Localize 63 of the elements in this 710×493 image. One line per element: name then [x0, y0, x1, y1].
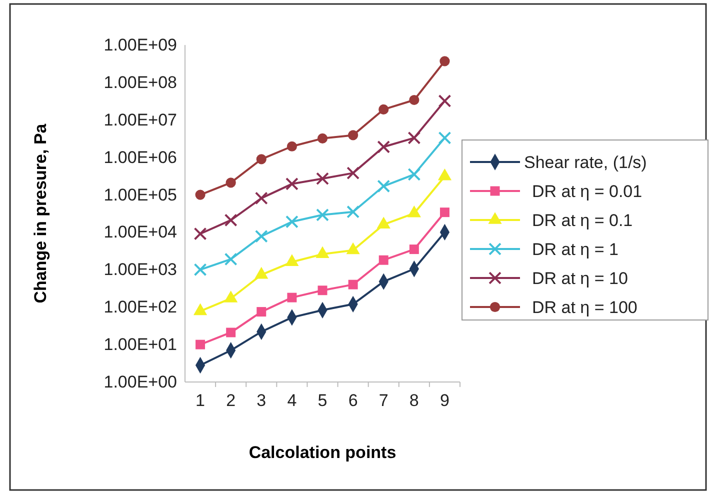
x-tick-label: 4 [287, 391, 297, 410]
point [254, 230, 268, 243]
point [346, 205, 360, 218]
point [316, 208, 329, 222]
legend-label: DR at η = 1 [532, 240, 618, 259]
point [348, 130, 358, 140]
y-tick-label: 1.00E+01 [104, 335, 177, 354]
point [254, 192, 268, 205]
point [194, 227, 207, 240]
point [287, 292, 297, 302]
legend-label: DR at η = 0.01 [532, 182, 642, 201]
point [346, 166, 360, 180]
point [438, 94, 452, 108]
point [256, 307, 266, 317]
x-tick-label: 1 [196, 391, 206, 410]
point [316, 172, 329, 186]
point [377, 140, 390, 154]
point [224, 214, 238, 227]
point [408, 168, 421, 181]
y-tick-label: 1.00E+06 [104, 148, 177, 167]
x-tick-label: 6 [348, 391, 358, 410]
point [285, 215, 298, 228]
y-tick-label: 1.00E+08 [104, 72, 177, 92]
point [286, 141, 297, 152]
point [377, 180, 390, 193]
y-tick-label: 1.00E+00 [104, 372, 177, 392]
legend-label: DR at η = 0.1 [532, 211, 633, 230]
legend-label: DR at η = 100 [532, 298, 638, 317]
point [226, 178, 236, 188]
x-tick-label: 7 [378, 391, 388, 410]
y-tick-label: 1.00E+05 [104, 185, 177, 204]
point [318, 286, 328, 296]
point [317, 133, 328, 144]
point [348, 280, 358, 290]
point [440, 208, 450, 218]
y-tick-label: 1.00E+07 [104, 110, 177, 130]
x-tick-label: 8 [409, 391, 419, 410]
point [378, 104, 389, 114]
x-tick-label: 9 [440, 391, 450, 410]
point [195, 190, 206, 200]
point [196, 340, 206, 350]
point [378, 255, 388, 265]
point [194, 263, 207, 276]
point [408, 131, 421, 144]
x-tick-label: 3 [256, 391, 266, 410]
point [409, 244, 419, 254]
x-axis-title: Calcolation points [248, 443, 396, 462]
y-tick-label: 1.00E+04 [104, 222, 177, 242]
point [226, 328, 236, 338]
y-tick-label: 1.00E+09 [104, 36, 177, 54]
point [256, 154, 266, 164]
point [440, 56, 450, 66]
y-axis-title: Change in presure, Pa [31, 123, 50, 304]
point [224, 252, 238, 266]
point [285, 177, 298, 190]
x-tick-label: 2 [226, 391, 236, 410]
y-tick-label: 1.00E+02 [104, 298, 177, 317]
legend-label: DR at η = 10 [532, 269, 628, 288]
point [438, 131, 452, 144]
legend-label: Shear rate, (1/s) [524, 153, 647, 172]
point [409, 94, 420, 106]
x-tick-label: 5 [318, 391, 328, 410]
y-tick-label: 1.00E+03 [104, 260, 177, 280]
